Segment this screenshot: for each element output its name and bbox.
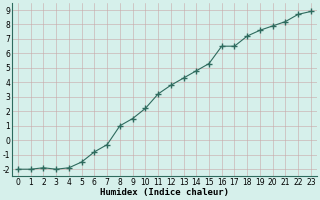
X-axis label: Humidex (Indice chaleur): Humidex (Indice chaleur) — [100, 188, 229, 197]
